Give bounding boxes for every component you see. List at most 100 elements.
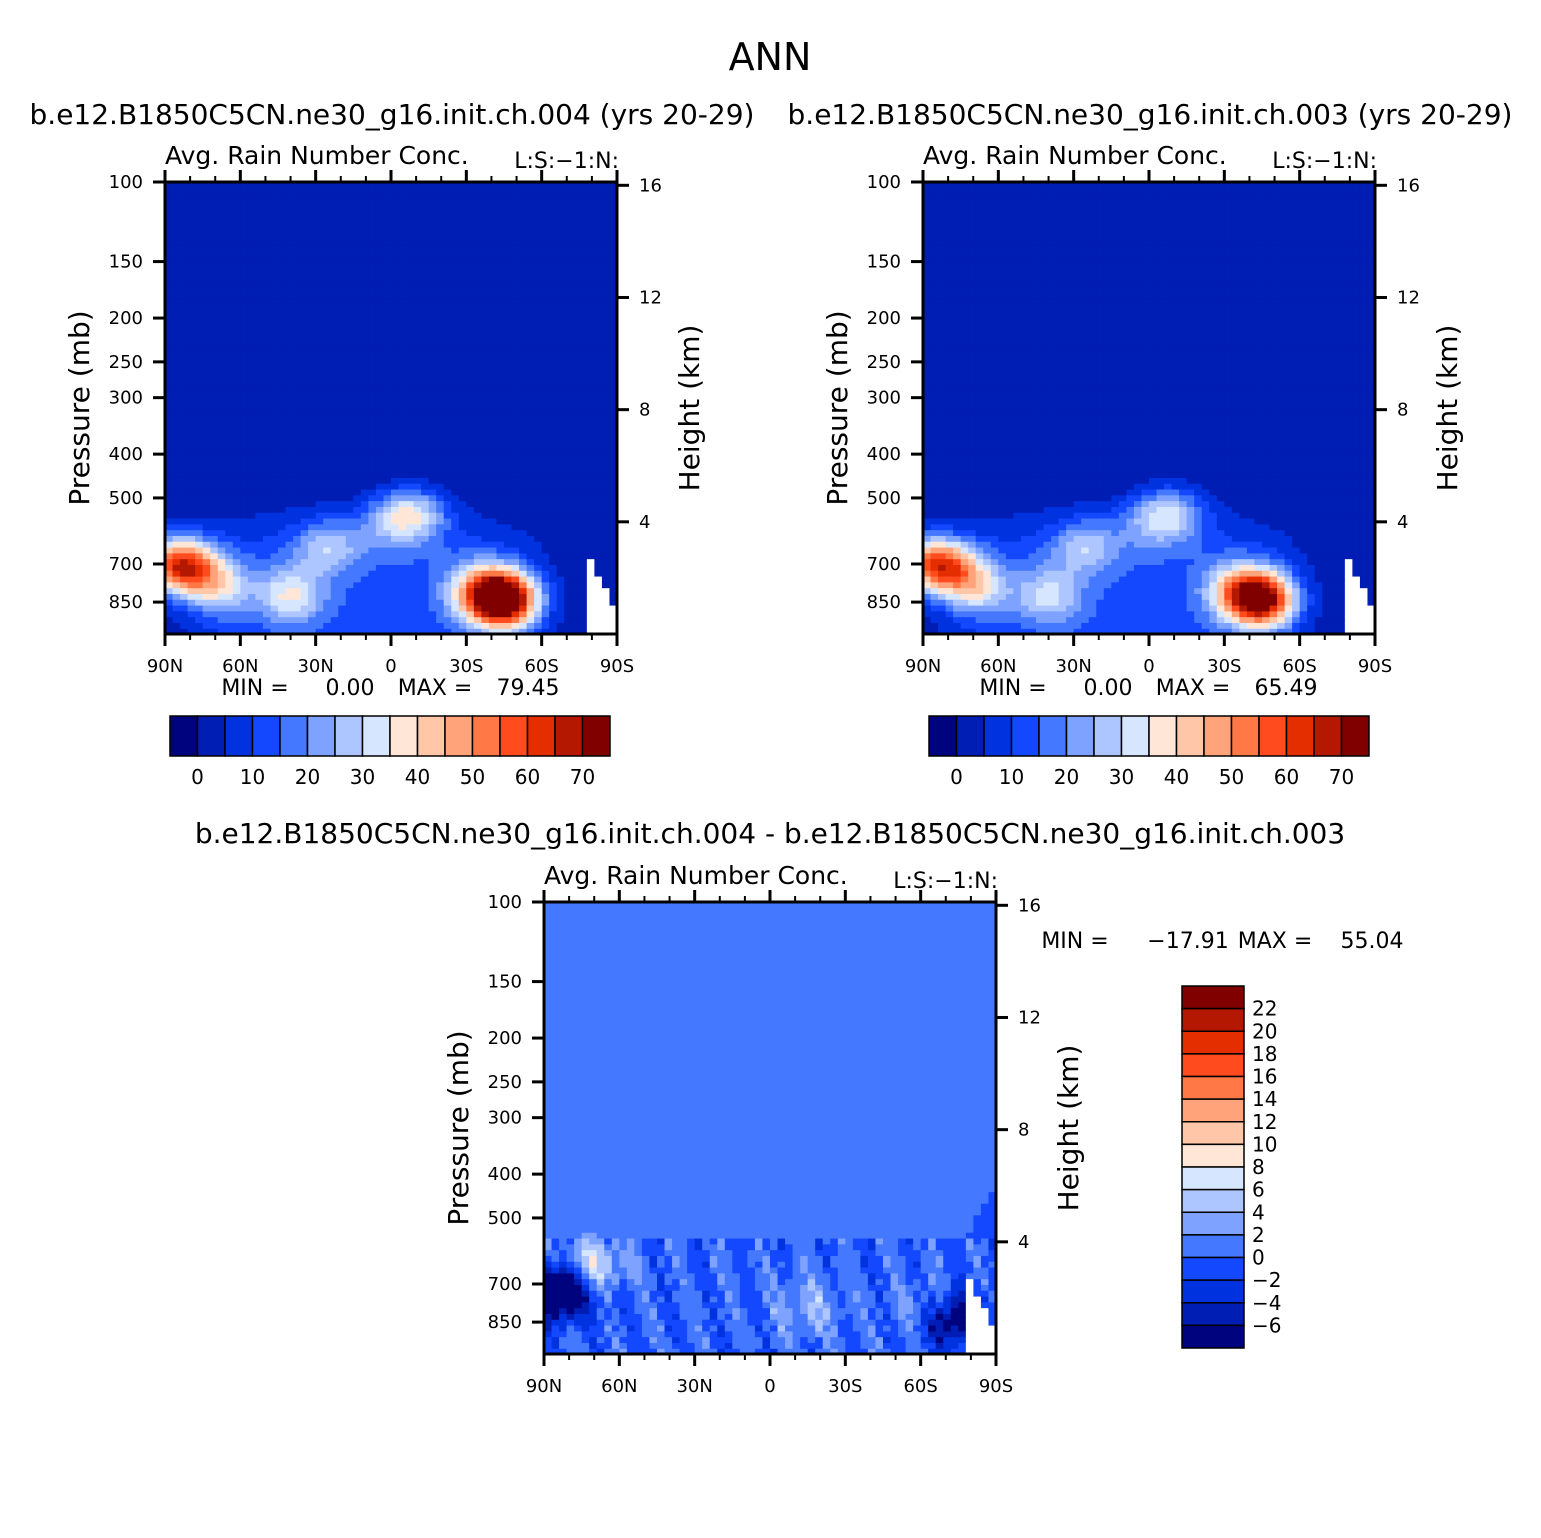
field-cell <box>368 361 377 369</box>
field-cell <box>428 588 437 595</box>
field-cell <box>308 617 317 624</box>
field-cell <box>458 593 467 601</box>
field-cell <box>923 332 932 340</box>
field-cell <box>391 431 400 438</box>
field-cell <box>255 512 264 520</box>
field-cell <box>406 263 415 270</box>
field-cell <box>421 234 430 241</box>
field-cell <box>451 222 460 230</box>
field-cell <box>240 269 249 276</box>
field-cell <box>300 350 309 357</box>
field-cell <box>323 234 332 241</box>
field-cell <box>383 518 392 525</box>
field-cell <box>323 228 332 235</box>
field-cell <box>930 245 939 253</box>
field-cell <box>195 193 204 200</box>
field-cell <box>534 454 543 462</box>
field-cell <box>571 321 580 328</box>
field-cell <box>421 501 430 508</box>
field-cell <box>564 286 573 293</box>
field-cell <box>579 628 588 635</box>
field-cell <box>187 489 196 496</box>
field-cell <box>534 402 543 409</box>
field-cell <box>519 274 528 282</box>
field-cell <box>541 431 550 438</box>
field-cell <box>360 506 369 514</box>
field-cell <box>187 582 196 589</box>
field-cell <box>300 257 309 264</box>
field-cell <box>383 373 392 380</box>
field-cell <box>247 495 256 502</box>
field-cell <box>383 234 392 241</box>
field-cell <box>353 570 362 578</box>
field-cell <box>247 309 256 317</box>
field-cell <box>391 350 400 357</box>
field-cell <box>458 472 467 479</box>
field-cell <box>406 448 415 456</box>
field-cell <box>210 553 219 560</box>
case-title-diff: b.e12.B1850C5CN.ne30_g16.init.ch.004 - b… <box>195 817 1345 850</box>
field-cell <box>330 477 339 485</box>
field-cell <box>526 193 535 200</box>
field-cell <box>210 605 219 612</box>
field-cell <box>406 332 415 340</box>
field-cell <box>481 193 490 200</box>
field-cell <box>421 274 430 282</box>
field-cell <box>594 274 603 282</box>
field-cell <box>571 570 580 578</box>
field-cell <box>519 443 528 450</box>
field-cell <box>579 373 588 380</box>
field-cell <box>247 414 256 421</box>
field-cell <box>473 437 482 444</box>
field-cell <box>398 408 407 415</box>
field-cell <box>323 559 332 566</box>
field-cell <box>496 530 505 537</box>
field-cell <box>594 309 603 317</box>
field-cell <box>519 408 528 415</box>
field-cell <box>421 321 430 328</box>
field-cell <box>601 245 611 253</box>
field-cell <box>601 437 611 444</box>
field-cell <box>541 309 550 317</box>
field-cell <box>496 292 505 299</box>
field-cell <box>345 390 354 398</box>
field-cell <box>526 628 535 635</box>
field-cell <box>609 263 618 270</box>
field-cell <box>225 298 234 305</box>
field-cell <box>285 187 294 195</box>
field-cell <box>451 332 460 340</box>
field-cell <box>436 425 445 433</box>
field-cell <box>519 321 528 328</box>
field-cell <box>217 205 226 212</box>
field-cell <box>165 506 174 514</box>
field-cell <box>466 524 475 531</box>
field-cell <box>293 332 302 340</box>
field-cell <box>436 338 445 346</box>
field-cell <box>308 628 317 635</box>
field-cell <box>564 414 573 421</box>
field-cell <box>511 448 520 456</box>
field-cell <box>255 390 264 398</box>
field-cell <box>345 617 354 624</box>
field-cell <box>278 541 287 549</box>
field-cell <box>165 512 174 520</box>
field-cell <box>594 564 603 572</box>
field-cell <box>571 373 580 380</box>
field-cell <box>255 622 264 630</box>
field-cell <box>496 431 505 438</box>
field-cell <box>217 564 226 572</box>
field-cell <box>938 292 947 299</box>
field-cell <box>609 593 618 601</box>
field-cell <box>285 240 294 247</box>
field-cell <box>187 367 196 375</box>
field-cell <box>278 263 287 270</box>
field-cell <box>232 263 241 270</box>
field-cell <box>436 205 445 212</box>
field-cell <box>262 431 272 438</box>
field-cell <box>586 269 595 276</box>
field-cell <box>323 280 332 288</box>
field-cell <box>930 512 939 520</box>
field-cell <box>383 303 392 311</box>
field-cell <box>443 570 452 578</box>
field-cell <box>504 477 513 485</box>
